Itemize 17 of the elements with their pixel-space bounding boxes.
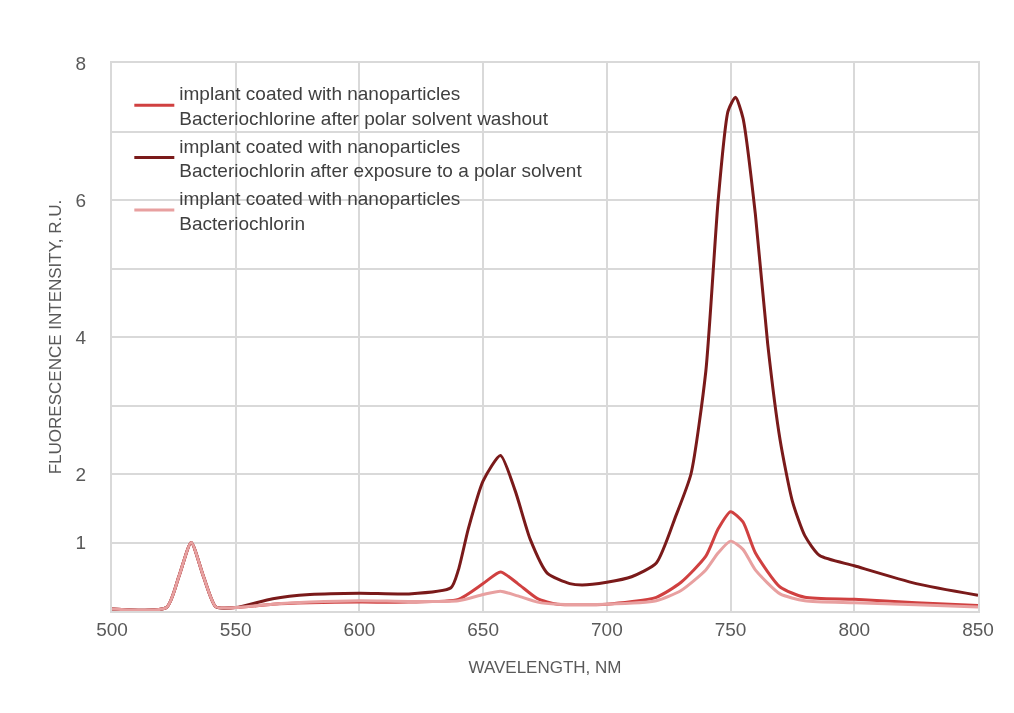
x-tick-label: 600 [343,618,376,640]
x-tick-label: 550 [219,618,252,640]
x-tick-label: 850 [962,618,994,640]
x-axis-title: WAVELENGTH, NM [468,658,622,677]
y-tick-label: 1 [75,532,87,554]
y-tick-label: 6 [75,189,87,211]
legend-label: implant coated with nanoparticles Bacteriochlorin [179,188,461,234]
y-tick-label: 8 [75,52,87,74]
x-tick-label: 750 [714,618,747,640]
x-tick-label: 800 [838,618,871,640]
line-series [112,539,978,611]
y-tick-label: 4 [75,326,87,348]
y-axis-title: FLUORESCENCE INTENSITY, R.U. [45,199,65,475]
x-tick-label: 700 [591,618,623,640]
x-tick-label: 500 [96,618,128,640]
x-tick-label: 650 [467,618,499,640]
y-tick-label: 2 [75,463,87,485]
